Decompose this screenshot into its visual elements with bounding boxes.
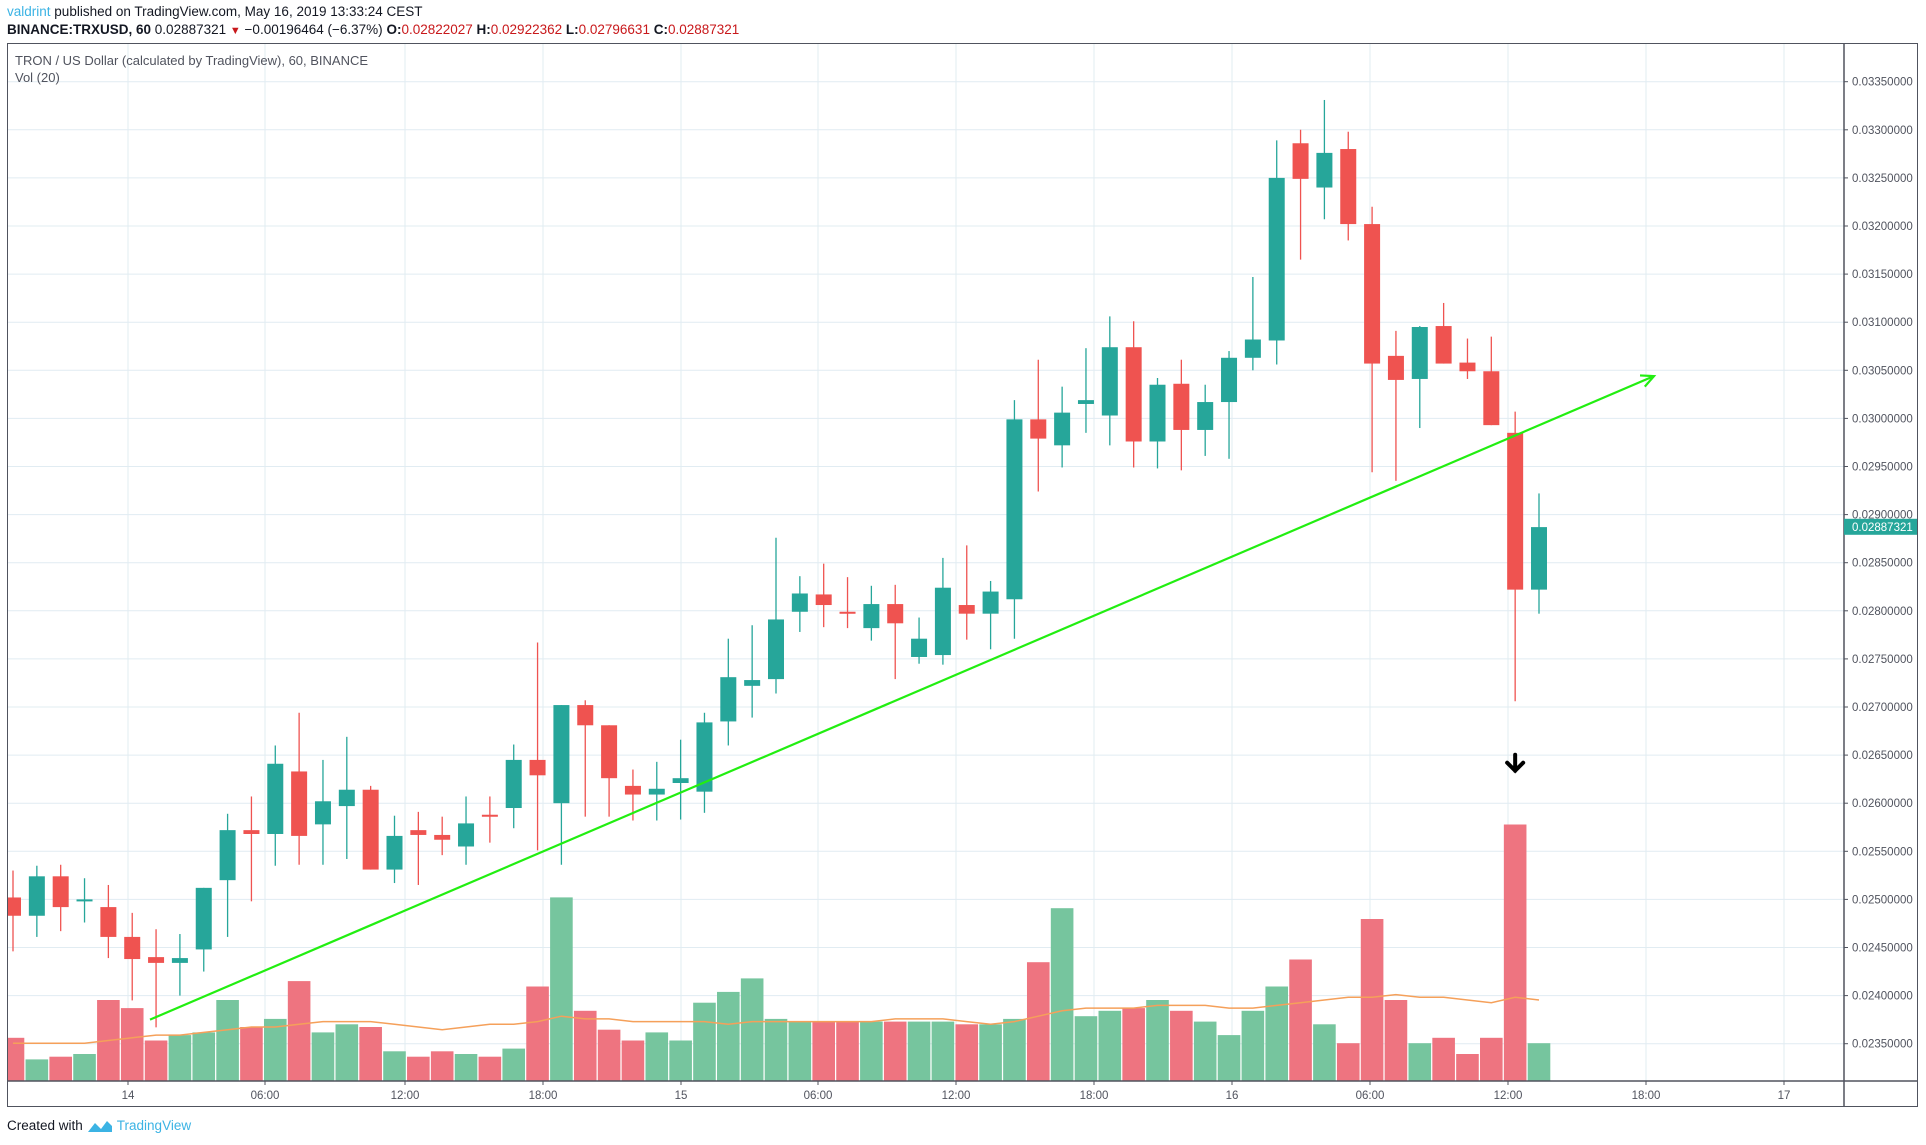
svg-text:0.03000000: 0.03000000 (1852, 413, 1913, 425)
price-change: −0.00196464 (−6.37%) (244, 22, 383, 37)
grid (8, 44, 1844, 1081)
volume-bars (8, 824, 1551, 1081)
svg-text:18:00: 18:00 (1080, 1090, 1109, 1102)
svg-text:0.03350000: 0.03350000 (1852, 77, 1913, 89)
svg-text:0.02350000: 0.02350000 (1852, 1039, 1913, 1051)
svg-text:0.03150000: 0.03150000 (1852, 269, 1913, 281)
volume-ma-line (13, 993, 1540, 1044)
low-value: 0.02796631 (578, 22, 650, 37)
svg-text:0.02700000: 0.02700000 (1852, 702, 1913, 714)
svg-text:0.02800000: 0.02800000 (1852, 606, 1913, 618)
author-link[interactable]: valdrint (7, 4, 51, 19)
svg-text:0.03300000: 0.03300000 (1852, 125, 1913, 137)
arrow-down-icon (1505, 752, 1526, 774)
series-title: TRON / US Dollar (calculated by TradingV… (15, 53, 369, 68)
svg-text:12:00: 12:00 (391, 1090, 420, 1102)
symbol-label: BINANCE:TRXUSD, 60 (7, 22, 152, 37)
svg-text:0.02500000: 0.02500000 (1852, 894, 1913, 906)
publish-info: valdrint published on TradingView.com, M… (7, 4, 423, 19)
publish-text: published on TradingView.com, May 16, 20… (54, 4, 423, 19)
close-label: C: (653, 22, 668, 37)
time-axis[interactable]: 14 06:00 12:00 18:00 15 06:00 12:00 18:00 16 06:0… (122, 1081, 1791, 1102)
svg-text:06:00: 06:00 (251, 1090, 280, 1102)
down-triangle-icon: ▼ (229, 25, 241, 37)
current-price-tag (1844, 518, 1918, 535)
svg-text:06:00: 06:00 (804, 1090, 833, 1102)
svg-text:18:00: 18:00 (529, 1090, 558, 1102)
candles (8, 99, 1547, 1028)
svg-text:12:00: 12:00 (942, 1090, 971, 1102)
tradingview-link[interactable]: TradingView (116, 1118, 192, 1133)
price-axis[interactable]: 0.03350000 0.03300000 0.03250000 0.03200000… (1844, 77, 1918, 1051)
svg-text:0.03200000: 0.03200000 (1852, 221, 1913, 233)
svg-text:0.02600000: 0.02600000 (1852, 798, 1913, 810)
svg-text:18:00: 18:00 (1632, 1090, 1661, 1102)
svg-text:0.02550000: 0.02550000 (1852, 846, 1913, 858)
svg-text:15: 15 (675, 1090, 688, 1102)
chart-frame (7, 43, 1918, 1107)
svg-text:0.03100000: 0.03100000 (1852, 317, 1913, 329)
footer: Created with TradingView (7, 1118, 191, 1133)
high-label: H: (476, 22, 491, 37)
trendline-arrowhead-icon (1639, 374, 1657, 388)
svg-text:0.02887321: 0.02887321 (1852, 522, 1913, 534)
close-value: 0.02887321 (667, 22, 740, 37)
last-price: 0.02887321 (154, 22, 227, 37)
svg-text:16: 16 (1226, 1090, 1239, 1102)
svg-text:06:00: 06:00 (1356, 1090, 1385, 1102)
symbol-ohlc-bar: BINANCE:TRXUSD, 60 0.02887321 ▼ −0.00196… (7, 22, 739, 37)
open-label: O: (386, 22, 402, 37)
svg-text:0.02450000: 0.02450000 (1852, 943, 1913, 955)
open-value: 0.02822027 (401, 22, 473, 37)
svg-text:0.03250000: 0.03250000 (1852, 173, 1913, 185)
volume-indicator-label[interactable]: Vol (20) (15, 70, 60, 85)
svg-text:0.02750000: 0.02750000 (1852, 654, 1913, 666)
svg-text:12:00: 12:00 (1494, 1090, 1523, 1102)
tradingview-logo-icon (87, 1120, 112, 1132)
svg-text:0.02850000: 0.02850000 (1852, 558, 1913, 570)
chart-legend: TRON / US Dollar (calculated by TradingV… (15, 52, 368, 86)
svg-text:17: 17 (1778, 1090, 1791, 1102)
svg-text:14: 14 (122, 1090, 135, 1102)
trendline-arrow[interactable] (149, 375, 1655, 1021)
svg-text:0.03050000: 0.03050000 (1852, 365, 1913, 377)
created-with-text: Created with (7, 1118, 83, 1133)
svg-text:0.02400000: 0.02400000 (1852, 991, 1913, 1003)
svg-text:0.02650000: 0.02650000 (1852, 750, 1913, 762)
svg-text:0.02900000: 0.02900000 (1852, 510, 1913, 522)
low-label: L: (565, 22, 579, 37)
svg-text:0.02950000: 0.02950000 (1852, 462, 1913, 474)
high-value: 0.02922362 (490, 22, 563, 37)
